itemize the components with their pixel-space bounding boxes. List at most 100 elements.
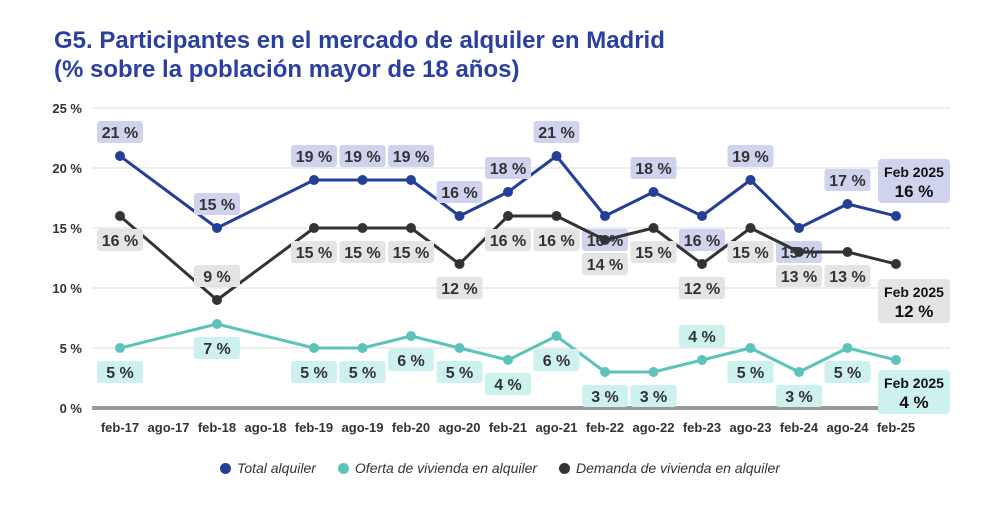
y-tick-label: 5 % [60,341,83,356]
data-point [212,319,222,329]
data-point [794,223,804,233]
data-point [648,223,659,233]
data-label: 9 % [203,269,231,286]
data-point [454,343,465,353]
legend-item-oferta: Oferta de vivienda en alquiler [337,460,537,476]
data-point [115,211,125,221]
x-tick-label: ago-24 [827,420,870,435]
data-label: 5 % [737,365,765,382]
x-tick-label: feb-24 [780,420,819,435]
data-label: 4 % [688,329,716,346]
data-point [309,175,319,185]
data-point [891,259,901,269]
data-point [600,367,610,377]
data-label-box [485,157,531,179]
data-label: 15 % [393,245,429,262]
data-label: 3 % [640,389,668,406]
data-label-box [776,385,822,407]
data-label-box [630,385,677,407]
data-label-box [727,361,774,383]
data-point [697,211,707,221]
x-tick-label: feb-21 [489,420,527,435]
x-tick-label: ago-20 [439,420,481,435]
legend-dot-icon [220,462,232,474]
data-label-box [339,361,386,383]
data-point [600,211,610,221]
data-point [745,175,756,185]
data-label-box [97,229,143,251]
data-point [600,235,610,245]
data-label: 15 % [199,197,235,214]
legend-item-demanda: Demanda de vivienda en alquiler [559,460,780,476]
data-label-box [291,241,337,263]
data-label-box [679,325,725,347]
data-label: 15 % [732,245,768,262]
data-point [842,247,853,257]
data-label: 13 % [829,269,865,286]
y-tick-label: 10 % [52,281,82,296]
data-label: 3 % [785,389,813,406]
data-label: 16 % [684,233,720,250]
data-label: 5 % [349,365,377,382]
data-label-box [533,349,580,371]
data-point [697,259,707,269]
data-label-box [291,145,337,167]
final-period-label: Feb 2025 [884,164,944,180]
data-label: 6 % [543,353,571,370]
data-point [406,331,416,341]
data-label: 19 % [393,149,429,166]
final-value-box [878,279,950,323]
data-label: 6 % [397,353,425,370]
x-tick-label: feb-19 [295,420,333,435]
y-tick-label: 15 % [52,221,82,236]
data-label-box [388,349,434,371]
data-point [454,259,465,269]
data-label-box [194,193,240,215]
data-point [406,175,416,185]
data-label-box [339,241,386,263]
data-label: 18 % [490,161,526,178]
data-point [406,223,416,233]
chart-title-line1: G5. Participantes en el mercado de alqui… [54,27,665,54]
data-label: 5 % [446,365,474,382]
data-label: 17 % [829,173,865,190]
data-label-box [436,181,483,203]
data-label: 15 % [296,245,332,262]
data-point [357,343,368,353]
data-point [745,343,756,353]
legend-label: Total alquiler [237,460,316,476]
data-label-box [727,241,774,263]
legend-label: Demanda de vivienda en alquiler [576,460,780,476]
chart-title: G5. Participantes en el mercado de alqui… [54,26,665,84]
data-label: 19 % [732,149,768,166]
data-label-box [97,361,143,383]
data-label-box [533,229,580,251]
data-point [357,223,368,233]
data-point [891,211,901,221]
data-label: 15 % [635,245,671,262]
data-point [503,355,513,365]
data-label: 19 % [296,149,332,166]
data-label-box [582,253,628,275]
x-tick-label: feb-18 [198,420,236,435]
data-label: 18 % [635,161,671,178]
data-label-box [630,157,677,179]
data-label: 12 % [441,281,477,298]
data-point [115,151,125,161]
data-label: 16 % [538,233,574,250]
data-point [697,355,707,365]
data-label: 5 % [834,365,862,382]
data-point [551,331,562,341]
data-point [309,343,319,353]
x-tick-label: feb-23 [683,420,721,435]
x-tick-label: ago-19 [342,420,384,435]
data-point [842,343,853,353]
x-tick-label: feb-22 [586,420,624,435]
data-label-box [194,337,240,359]
data-point [503,187,513,197]
data-label: 21 % [102,125,138,142]
y-tick-label: 0 % [60,401,83,416]
data-label-box [679,277,725,299]
data-point [794,247,804,257]
final-value-box [878,159,950,203]
